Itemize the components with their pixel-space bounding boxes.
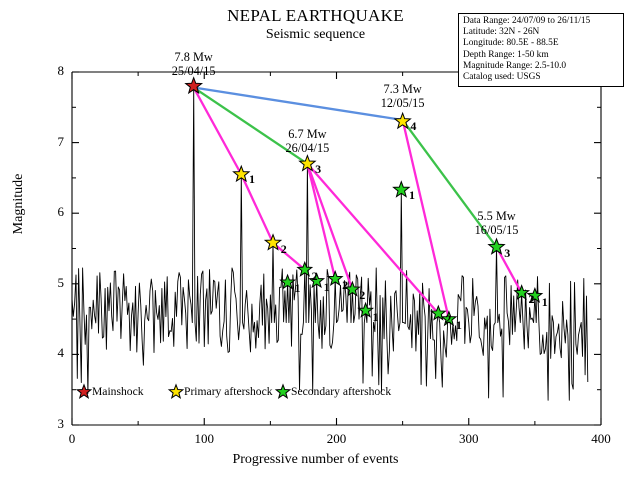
annotation-date: 12/05/15 [380,96,425,110]
legend-label-0: Mainshock [92,385,144,398]
y-tick-label: 3 [57,416,65,431]
annotation-magnitude: 6.7 Mw [288,127,327,142]
event-number-label: 1 [455,318,462,333]
legend-label-2: Secondary aftershock [291,385,392,398]
info-line-5: Catalog used: USGS [463,72,541,83]
event-number-label: 2 [311,268,318,283]
info-line-2: Longitude: 80.5E - 88.5E [463,38,559,49]
x-axis-label: Progressive number of events [232,452,399,467]
y-axis-label: Magnitude [11,173,26,235]
x-tick-label: 0 [68,431,76,446]
chart-subtitle: Seismic sequence [265,27,366,42]
event-number-label: 2 [528,291,535,306]
event-number-label: 3 [504,246,511,261]
event-number-label: 2 [280,241,287,256]
annotation-magnitude: 5.5 Mw [477,209,516,224]
event-number-label: 2 [342,277,349,292]
event-link-lines [192,86,523,321]
annotation-magnitude: 7.8 Mw [174,49,213,64]
x-tick-label: 200 [326,431,347,446]
chart-title: NEPAL EARTHQUAKE [227,6,404,25]
legend-label-1: Primary aftershock [184,385,273,398]
y-tick-label: 7 [57,133,65,149]
event-star-markers [184,76,544,327]
info-line-0: Data Range: 24/07/09 to 26/11/15 [463,16,591,26]
event-annotation: 6.7 Mw 26/04/15 [257,127,357,155]
event-number-label: 1 [541,294,548,309]
y-tick-label: 5 [57,274,65,290]
info-line-4: Magnitude Range: 2.5-10.0 [463,60,567,71]
x-tick-label: 300 [459,431,479,446]
event-number-label: 1 [248,172,255,187]
event-number-label: 1 [323,279,330,294]
x-tick-label: 100 [194,431,215,446]
event-number-label: 3 [315,161,322,176]
event-number-label: 1 [372,309,379,324]
event-annotation: 7.3 Mw 12/05/15 [353,82,453,110]
legend-markers [75,383,292,399]
x-tick-label: 400 [591,431,611,446]
info-line-1: Latitude: 32N - 26N [463,27,540,38]
event-annotation: 7.8 Mw 25/04/15 [144,50,244,78]
annotation-magnitude: 7.3 Mw [383,82,422,96]
annotation-date: 25/04/15 [171,63,216,78]
y-tick-label: 4 [57,345,65,361]
metadata-info-box: Data Range: 24/07/09 to 26/11/15 Latitude… [458,13,624,88]
event-annotation: 5.5 Mw 16/05/15 [447,209,547,237]
annotation-date: 16/05/15 [474,223,519,238]
info-line-3: Depth Range: 1-50 km [463,49,549,60]
magnitude-signal-line [71,85,589,401]
y-tick-label: 6 [57,204,65,220]
event-number-label: 2 [359,288,366,303]
event-number-label: 4 [410,119,417,134]
event-number-label: 1 [294,281,301,296]
annotation-date: 26/04/15 [285,141,330,156]
event-number-label: 2 [445,312,452,327]
y-tick-label: 8 [57,63,65,78]
event-number-label: 1 [409,187,415,202]
